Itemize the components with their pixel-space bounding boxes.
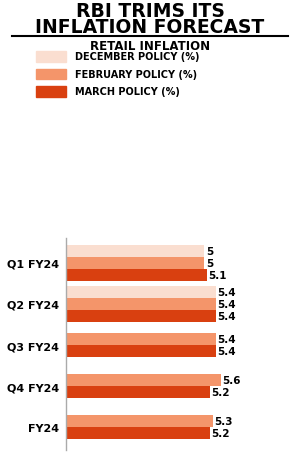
Text: FEBRUARY POLICY (%): FEBRUARY POLICY (%) [75,70,197,80]
Bar [66,334,215,345]
Text: 5.1: 5.1 [208,270,227,280]
Text: 5: 5 [206,258,213,268]
Bar [66,257,205,269]
Text: 5.6: 5.6 [223,375,241,385]
Text: RBI TRIMS ITS: RBI TRIMS ITS [76,2,224,21]
Text: 5.4: 5.4 [217,311,236,321]
Bar [66,386,210,398]
Bar [66,375,221,386]
Bar [66,427,210,439]
Bar [66,415,213,427]
Text: 5.4: 5.4 [217,287,236,297]
Text: 5.4: 5.4 [217,299,236,309]
Bar [66,298,215,310]
Text: 5.4: 5.4 [217,346,236,356]
Bar [66,269,207,281]
Text: DECEMBER POLICY (%): DECEMBER POLICY (%) [75,52,200,62]
Bar [66,287,215,298]
Text: 5.2: 5.2 [212,428,230,438]
Text: RETAIL INFLATION: RETAIL INFLATION [90,40,210,53]
Bar [66,310,215,322]
Text: MARCH POLICY (%): MARCH POLICY (%) [75,87,180,97]
Text: 5.2: 5.2 [212,387,230,397]
Bar [66,346,215,357]
Bar [66,246,205,257]
Text: INFLATION FORECAST: INFLATION FORECAST [35,18,265,37]
Text: 5.3: 5.3 [214,416,233,426]
Text: 5: 5 [206,246,213,257]
Text: 5.4: 5.4 [217,334,236,344]
